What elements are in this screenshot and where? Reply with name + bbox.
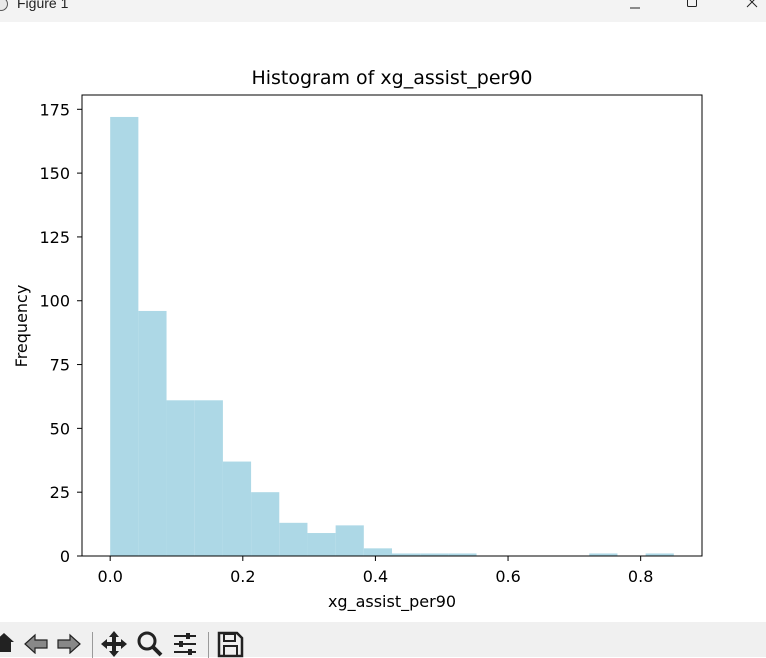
y-tick-label: 25 — [50, 483, 70, 502]
navigation-toolbar — [0, 622, 766, 658]
x-axis-label: xg_assist_per90 — [328, 592, 456, 612]
y-tick-label: 100 — [39, 292, 70, 311]
maximize-icon — [687, 0, 697, 7]
plot-frame — [81, 94, 703, 557]
x-tick-label: 0.2 — [230, 567, 255, 586]
chart-title: Histogram of xg_assist_per90 — [251, 67, 532, 89]
pan-button[interactable] — [100, 630, 128, 658]
histogram-bar — [589, 553, 618, 556]
x-tick-label: 0.8 — [628, 567, 653, 586]
histogram-chart: Histogram of xg_assist_per90 0 25 50 75 100 1… — [12, 67, 703, 612]
window-titlebar: Figure 1 — [0, 0, 766, 22]
histogram-bar — [279, 522, 308, 556]
histogram-bar — [645, 553, 674, 556]
zoom-icon — [137, 631, 163, 657]
histogram-bar — [110, 116, 139, 556]
histogram-bar — [194, 400, 223, 556]
home-button[interactable] — [0, 630, 18, 658]
histogram-bar — [392, 553, 421, 556]
forward-button[interactable] — [55, 630, 83, 658]
save-icon — [217, 631, 244, 658]
y-tick-label: 75 — [50, 356, 70, 375]
toolbar-separator — [208, 632, 209, 658]
toolbar-separator — [92, 632, 93, 658]
close-button[interactable] — [729, 0, 766, 14]
x-tick-label: 0.6 — [495, 567, 520, 586]
histogram-bar — [251, 492, 280, 556]
configure-subplots-button[interactable] — [171, 630, 199, 658]
histogram-bar — [448, 553, 477, 556]
y-tick-label: 50 — [50, 419, 70, 438]
histogram-bar — [138, 310, 167, 556]
close-icon — [746, 0, 758, 8]
histogram-bar — [335, 525, 364, 556]
forward-arrow-icon — [57, 633, 81, 654]
y-tick-label: 175 — [39, 100, 70, 119]
figure-canvas: Histogram of xg_assist_per90 0 25 50 75 100 1… — [0, 22, 766, 622]
configure-subplots-icon — [174, 633, 196, 655]
pan-icon — [101, 631, 127, 657]
y-tick-label: 125 — [39, 228, 70, 247]
histogram-bar — [363, 548, 392, 556]
back-arrow-icon — [24, 633, 48, 654]
save-button[interactable] — [216, 630, 244, 658]
histogram-bar — [307, 533, 336, 556]
app-icon — [0, 0, 8, 11]
zoom-button[interactable] — [136, 630, 164, 658]
window-title: Figure 1 — [17, 0, 69, 11]
histogram-bar — [420, 553, 449, 556]
maximize-button[interactable] — [669, 0, 715, 14]
minimize-button[interactable] — [612, 0, 658, 14]
home-icon — [0, 633, 14, 652]
y-tick-label: 0 — [60, 547, 70, 566]
back-button[interactable] — [22, 630, 50, 658]
x-tick-label: 0.0 — [97, 567, 122, 586]
y-axis-label: Frequency — [12, 285, 31, 368]
histogram-bar — [166, 400, 195, 556]
y-tick-label: 150 — [39, 164, 70, 183]
minimize-icon — [630, 7, 640, 9]
x-tick-label: 0.4 — [363, 567, 388, 586]
histogram-bar — [222, 461, 252, 556]
